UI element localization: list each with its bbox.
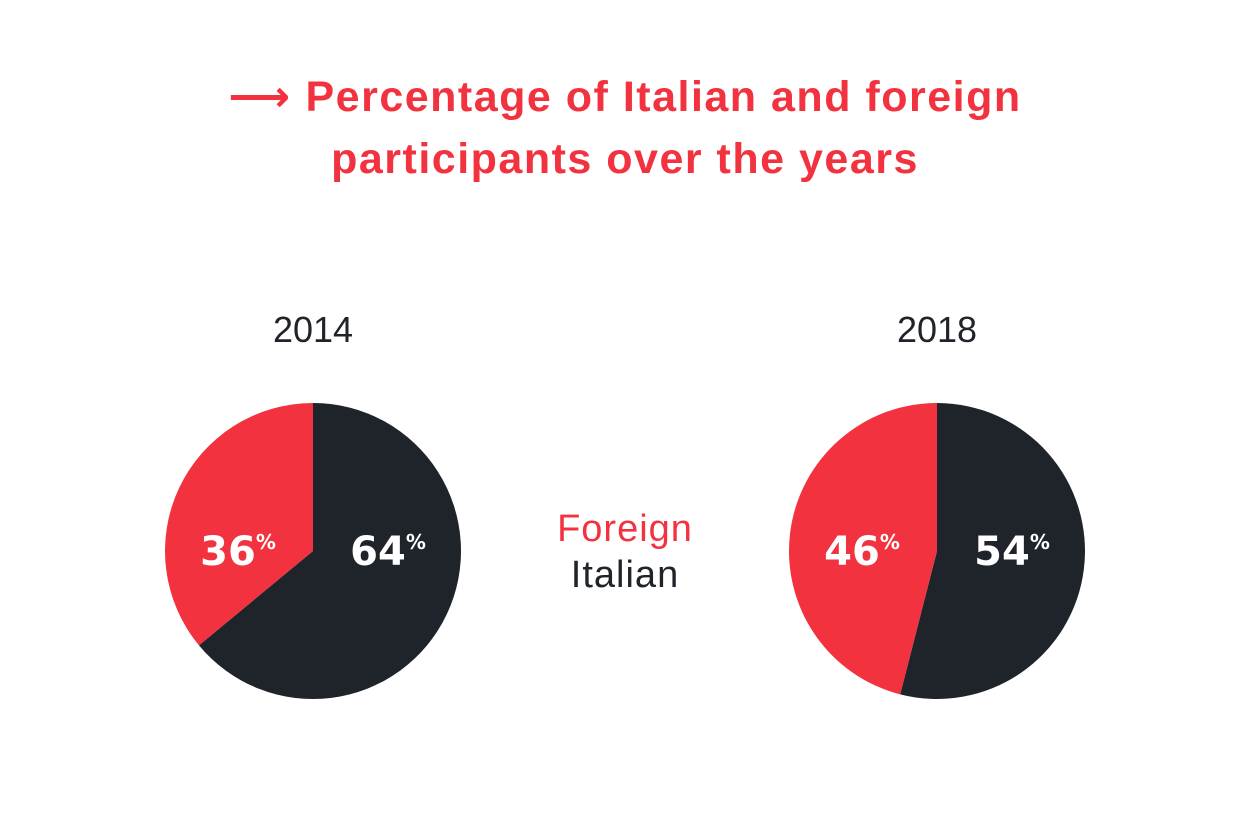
- pie-chart-2018: 54%46%: [788, 403, 1085, 699]
- pie-title-2014: 2014: [272, 309, 354, 350]
- pie-label-italian: 64%: [350, 529, 426, 575]
- title-line-2: participants over the years: [331, 135, 919, 183]
- pie-label-italian: 54%: [974, 529, 1050, 575]
- legend-item-foreign: Foreign: [557, 508, 693, 550]
- legend-item-italian: Italian: [570, 554, 680, 596]
- pie-label-foreign: 36%: [200, 529, 276, 575]
- pie-slice-italian: [900, 403, 1085, 699]
- pie-unit-italian: %: [1030, 530, 1050, 554]
- pie-unit-italian: %: [406, 530, 426, 554]
- chart-title: ⟶ Percentage of Italian and foreign parti…: [0, 66, 1250, 190]
- pie-chart-2014: 64%36%: [164, 403, 461, 699]
- pie-slice-italian: [198, 403, 461, 699]
- title-line-1: ⟶ Percentage of Italian and foreign: [0, 66, 1250, 128]
- pie-slice-foreign: [788, 403, 937, 695]
- pie-value-italian: 54: [974, 529, 1030, 575]
- title-text-line-1: Percentage of Italian and foreign: [305, 73, 1022, 121]
- legend: Foreign Italian: [500, 506, 750, 598]
- arrow-right-icon: ⟶: [228, 73, 292, 121]
- pie-value-foreign: 46: [824, 529, 880, 575]
- pie-title-2018: 2018: [896, 309, 978, 350]
- pie-value-italian: 64: [350, 529, 406, 575]
- pie-unit-foreign: %: [256, 530, 276, 554]
- pie-unit-foreign: %: [880, 530, 900, 554]
- pie-slice-foreign: [164, 403, 313, 646]
- pie-label-foreign: 46%: [824, 529, 900, 575]
- pie-value-foreign: 36: [200, 529, 256, 575]
